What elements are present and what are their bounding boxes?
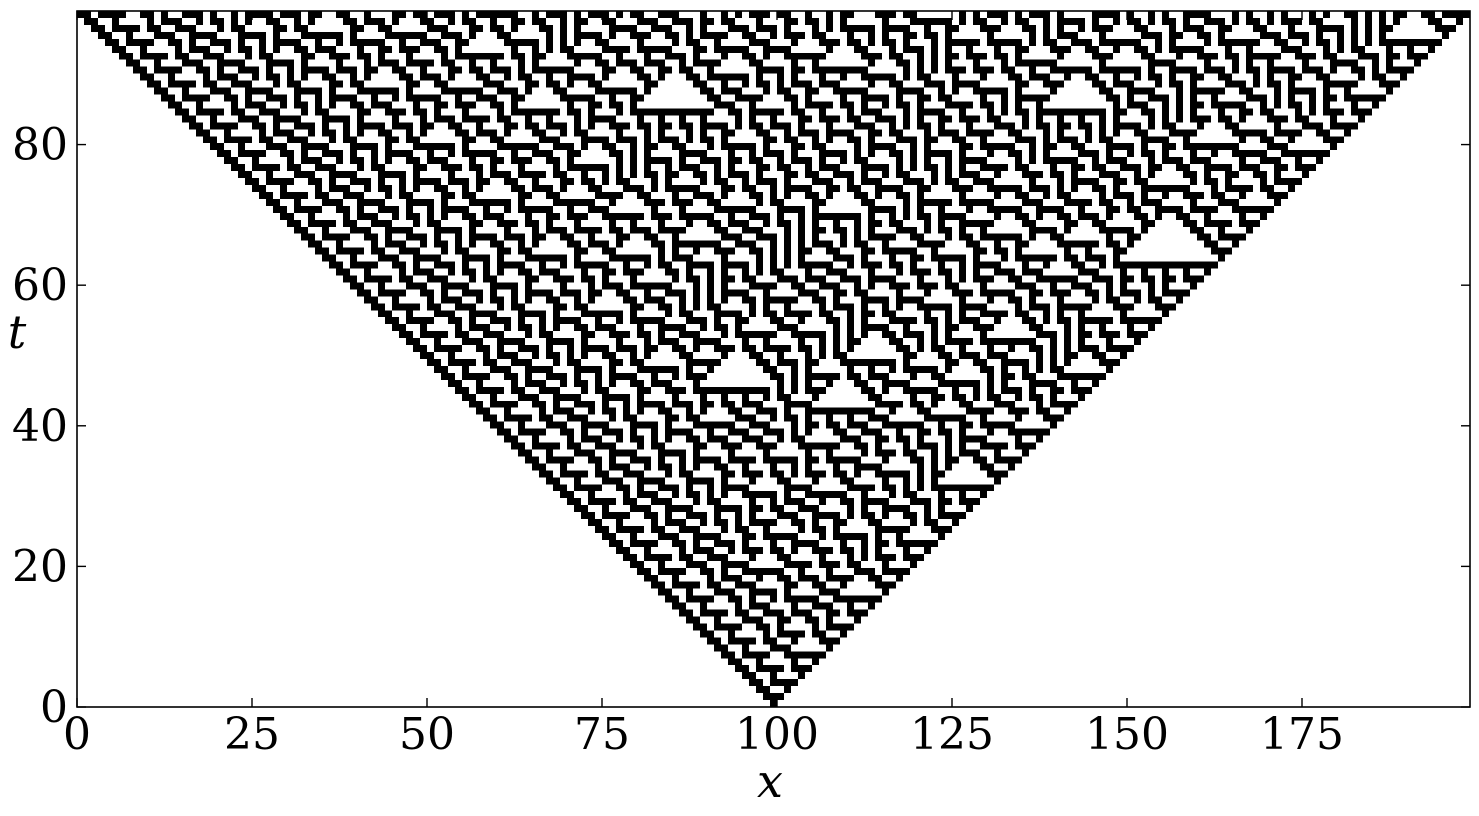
y-axis-ticks: 0 20 40 60 80 [12,120,1470,733]
x-axis-label: x [757,754,783,808]
y-tick-label: 0 [40,682,68,733]
x-tick-label: 150 [1085,709,1169,760]
x-tick-label: 50 [399,709,455,760]
y-tick-label: 60 [12,260,68,311]
y-tick-label: 80 [12,120,68,171]
x-tick-label: 175 [1260,709,1344,760]
y-tick-label: 40 [12,401,68,452]
automaton-cells [77,11,1470,707]
automaton-cell-pattern [77,11,1470,707]
x-axis-ticks: 0 25 50 75 100 125 150 175 [63,11,1344,760]
y-axis-label: t [8,305,27,359]
x-tick-label: 125 [910,709,994,760]
x-tick-label: 100 [735,709,819,760]
y-tick-label: 20 [12,541,68,592]
plot-frame [76,10,1471,708]
x-tick-label: 75 [574,709,630,760]
x-tick-label: 25 [224,709,280,760]
x-tick-label: 0 [63,709,91,760]
